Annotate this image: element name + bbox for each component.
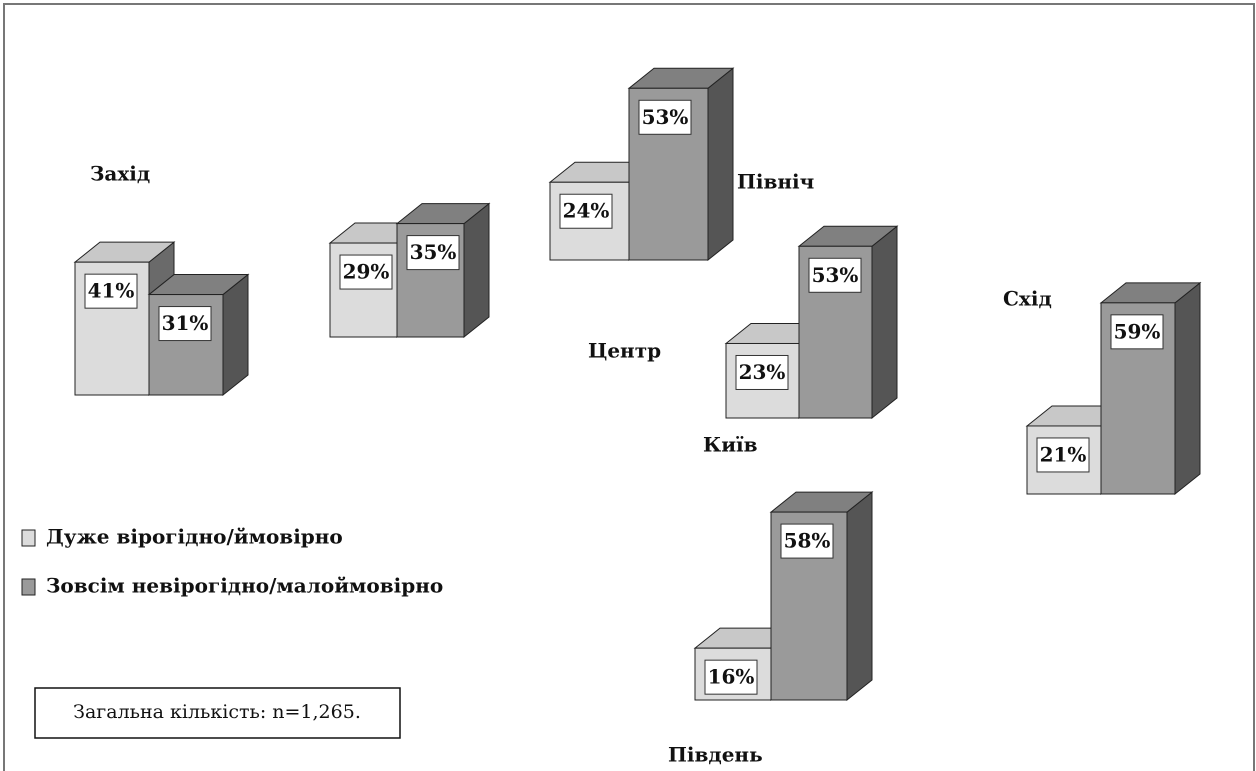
note: Загальна кількість: n=1,265. <box>73 701 361 723</box>
value-label-box <box>84 273 138 309</box>
bar-side <box>1174 281 1201 496</box>
region-label: Північ <box>737 170 814 194</box>
value-label-box <box>704 659 758 695</box>
value-label-box <box>559 193 613 229</box>
region-label: Київ <box>703 433 758 457</box>
value-label: 59% <box>1114 319 1161 343</box>
value-label: 24% <box>563 199 610 223</box>
value-label: 53% <box>642 105 689 129</box>
region-label: Схід <box>1003 287 1052 311</box>
value-label-box <box>1110 314 1164 350</box>
value-label: 41% <box>88 279 135 303</box>
value-label: 16% <box>708 665 755 689</box>
value-label: 53% <box>812 263 859 287</box>
value-label-box <box>339 254 393 290</box>
value-label: 23% <box>739 360 786 384</box>
bar-side <box>846 491 873 702</box>
region-label: Центр <box>588 339 661 363</box>
bar-side <box>463 202 490 339</box>
value-label: 58% <box>784 529 831 553</box>
legend-swatch <box>21 578 36 596</box>
value-label: 21% <box>1040 442 1087 466</box>
region-label: Південь <box>668 743 763 767</box>
value-label-box <box>780 523 834 559</box>
frame <box>3 3 1255 771</box>
value-label: 29% <box>343 260 390 284</box>
value-label-box <box>808 257 862 293</box>
value-label: 31% <box>162 311 209 335</box>
bar-side <box>222 273 249 397</box>
value-label-box <box>735 354 789 390</box>
value-label-box <box>158 306 212 342</box>
region-label: Захід <box>90 162 150 186</box>
value-label-box <box>406 235 460 271</box>
note-box <box>34 687 401 739</box>
value-label-box <box>638 99 692 135</box>
bar-side <box>871 225 898 420</box>
value-label: 35% <box>410 240 457 264</box>
value-label-box <box>1036 437 1090 473</box>
legend-label: Зовсім невірогідно/малоймовірно <box>46 574 443 598</box>
legend-label: Дуже вірогідно/ймовірно <box>46 525 343 549</box>
legend-swatch <box>21 529 36 547</box>
bar-side <box>707 67 734 262</box>
